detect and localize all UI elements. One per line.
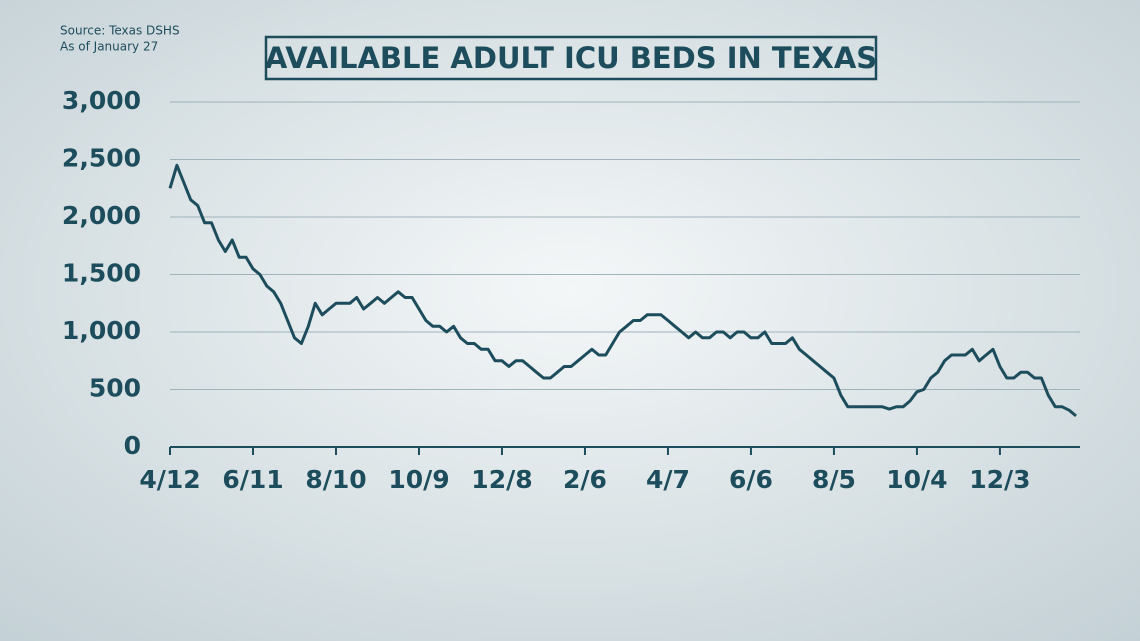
x-tick-label: 2/6 (563, 465, 607, 494)
source: Source: Texas DSHS (60, 24, 180, 38)
y-tick-label: 500 (89, 374, 141, 403)
x-tick-label: 12/8 (471, 465, 532, 494)
x-tick-label: 6/6 (729, 465, 773, 494)
x-tick-label: 10/9 (388, 465, 449, 494)
title-box (264, 35, 878, 81)
chart-title: AVAILABLE ADULT ICU BEDS IN TEXAS (265, 41, 877, 75)
x-tick-label: 4/12 (139, 465, 200, 494)
x-tick-label: 4/7 (646, 465, 690, 494)
y-tick-label: 1,000 (62, 316, 141, 345)
x-tick-label: 8/5 (812, 465, 856, 494)
y-tick-label: 2,000 (62, 201, 141, 230)
note: As of January 27 (60, 40, 158, 54)
data-line (168, 163, 1077, 418)
y-tick-label: 2,500 (62, 144, 141, 173)
x-tick-label: 10/4 (886, 465, 947, 494)
y-tick-label: 0 (124, 431, 141, 460)
x-tick-label: 6/11 (222, 465, 283, 494)
x-tick-label: 12/3 (969, 465, 1030, 494)
y-tick-label: 1,500 (62, 259, 141, 288)
y-tick-label: 3,000 (62, 86, 141, 115)
x-tick-label: 8/10 (305, 465, 366, 494)
